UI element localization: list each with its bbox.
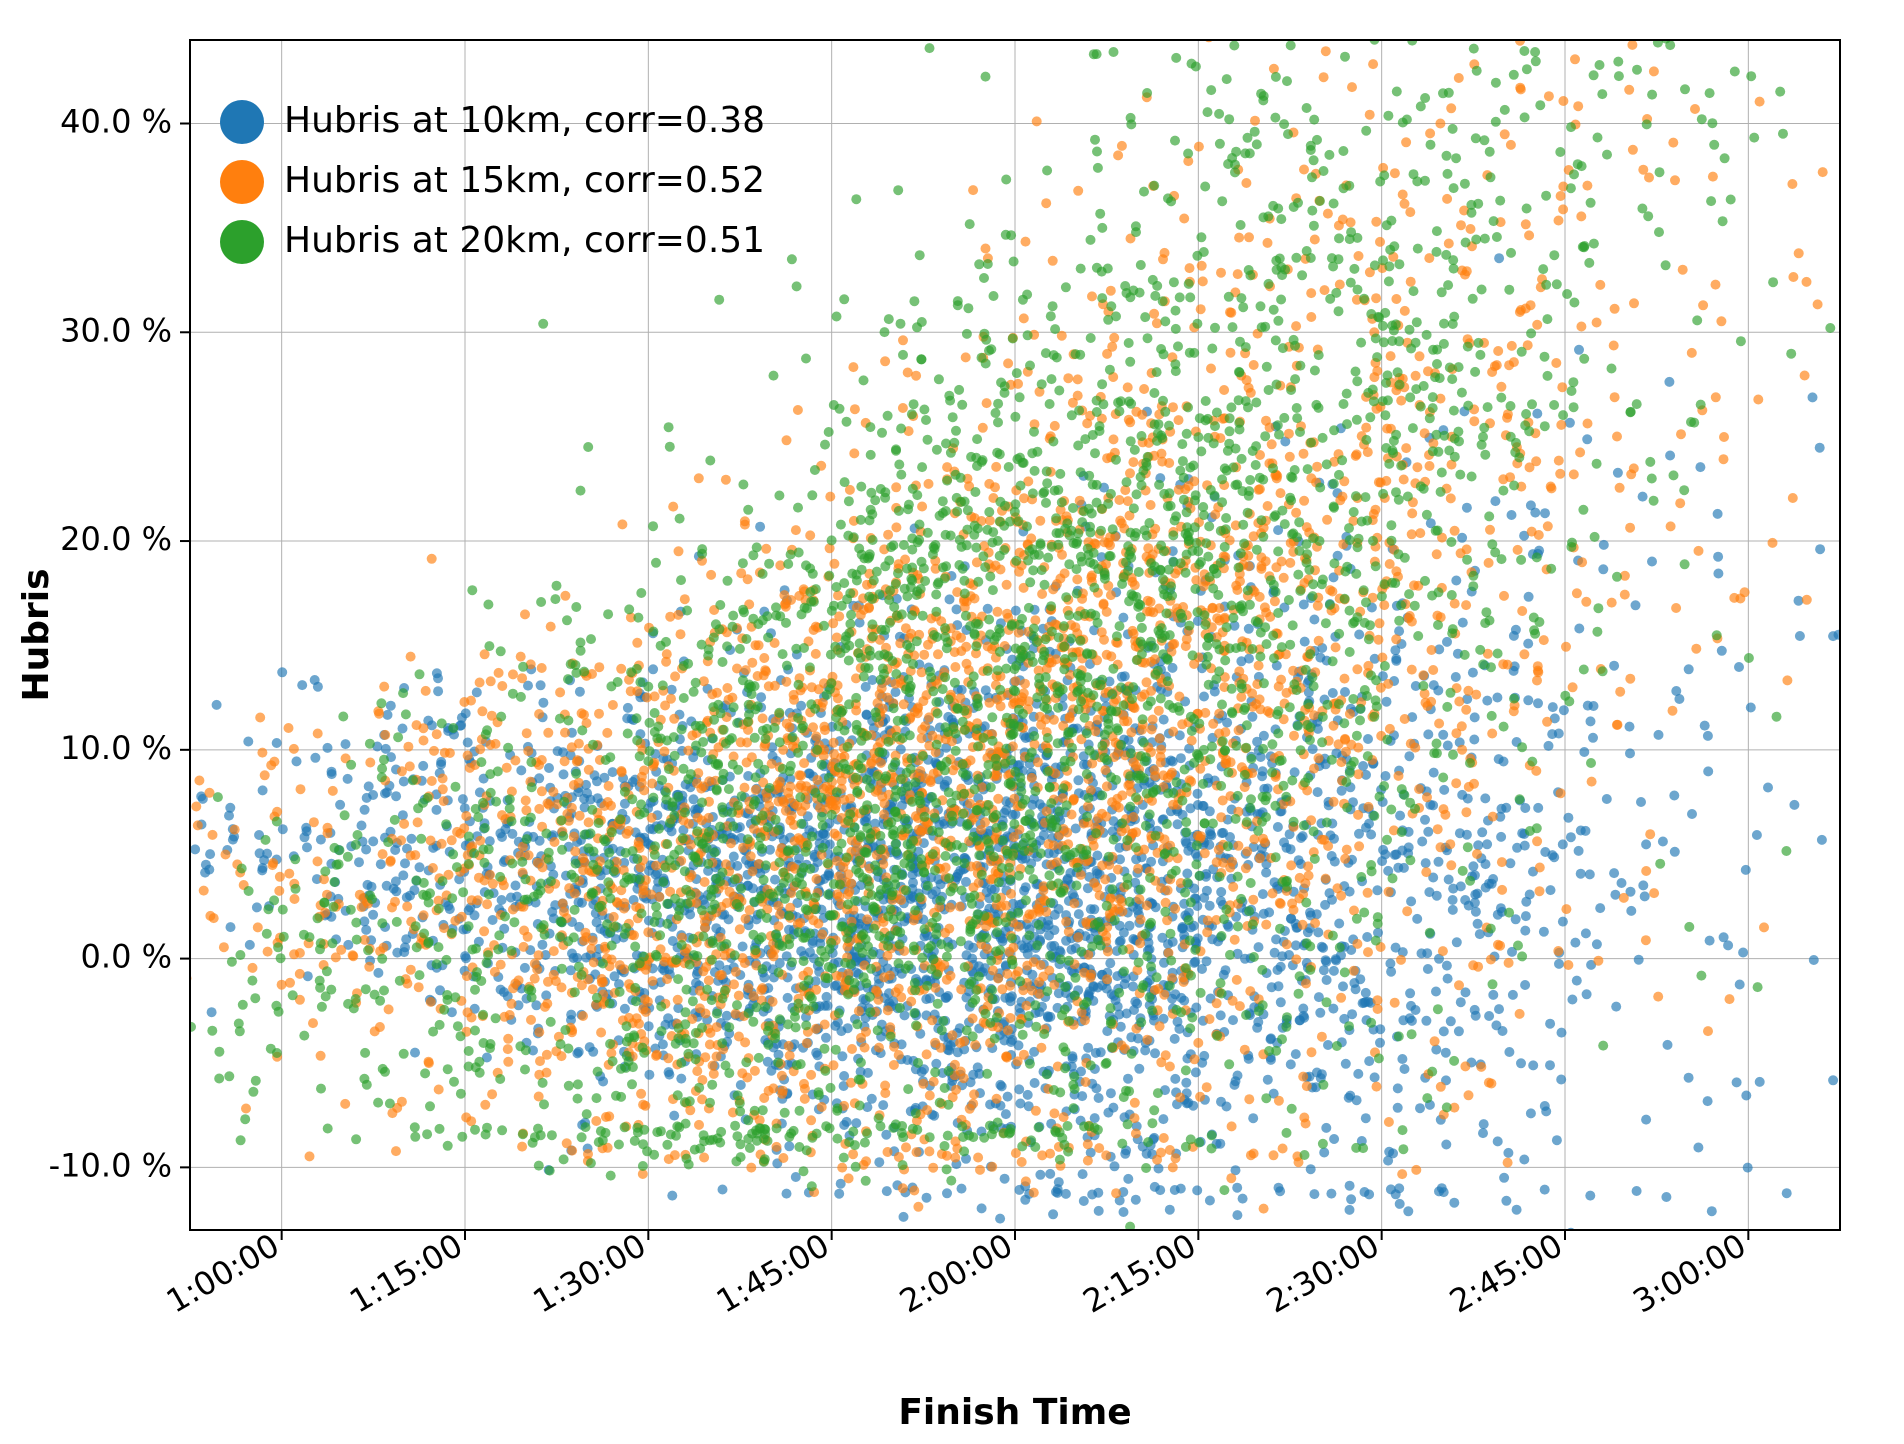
legend-marker <box>220 100 264 144</box>
y-tick-label: 30.0 % <box>60 311 172 349</box>
scatter-chart: 1:00:001:15:001:30:001:45:002:00:002:15:… <box>0 0 1904 1444</box>
y-tick-label: -10.0 % <box>49 1146 172 1184</box>
chart-svg: 1:00:001:15:001:30:001:45:002:00:002:15:… <box>0 0 1904 1444</box>
y-tick-label: 40.0 % <box>60 103 172 141</box>
legend-marker <box>220 160 264 204</box>
x-axis-label: Finish Time <box>898 1392 1131 1433</box>
legend-label: Hubris at 10km, corr=0.38 <box>284 100 765 141</box>
y-tick-label: 0.0 % <box>81 938 172 976</box>
legend: Hubris at 10km, corr=0.38 Hubris at 15km,… <box>220 100 765 264</box>
y-tick-label: 20.0 % <box>60 520 172 558</box>
y-axis-label: Hubris <box>16 568 57 701</box>
y-tick-label: 10.0 % <box>60 729 172 767</box>
legend-marker <box>220 220 264 264</box>
legend-label: Hubris at 15km, corr=0.52 <box>284 160 765 201</box>
legend-label: Hubris at 20km, corr=0.51 <box>284 220 765 261</box>
